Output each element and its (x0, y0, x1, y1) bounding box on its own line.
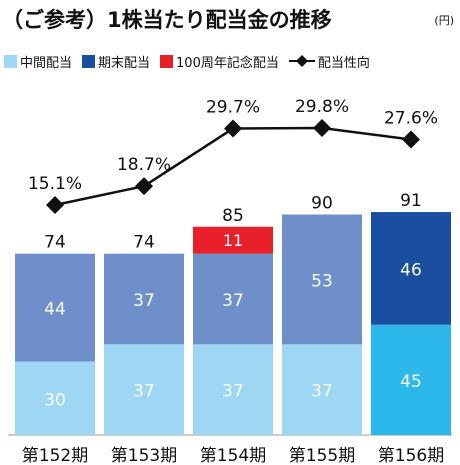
bar-label-year-end: 53 (311, 271, 333, 291)
bar-interim (282, 344, 362, 435)
bar-memorial (193, 226, 273, 254)
payout-ratio-point (402, 130, 420, 149)
bar-label-year-end: 46 (400, 260, 422, 280)
bar-total-label: 74 (44, 233, 66, 253)
bar-year-end (104, 253, 184, 345)
bar-label-year-end: 37 (222, 291, 244, 311)
x-tick-label: 第156期 (378, 446, 444, 465)
payout-ratio-line (54, 126, 412, 207)
bar-label-interim: 37 (311, 382, 333, 402)
bar-interim (104, 344, 184, 435)
legend-label-payout-ratio: 配当性向 (317, 55, 370, 71)
bar-year-end (282, 214, 362, 345)
bar-year-end (15, 253, 95, 362)
payout-ratio-point (46, 196, 64, 214)
unit-label: (円) (434, 14, 454, 27)
x-tick-label: 第155期 (289, 446, 355, 465)
x-tick-label: 第154期 (200, 446, 266, 465)
payout-ratio-point (135, 177, 153, 196)
bar-interim (15, 361, 95, 435)
x-tick-label: 第153期 (111, 446, 177, 465)
legend-label-memorial: 100周年記念配当 (176, 55, 279, 71)
legend-label-year-end: 期末配当 (98, 55, 151, 71)
legend-line-diamond-icon (288, 55, 315, 67)
bar-total-label: 85 (222, 206, 244, 226)
payout-ratio-point (313, 119, 331, 137)
bar-label-year-end: 44 (44, 300, 66, 320)
legend-item-year-end: 期末配当 (82, 52, 150, 71)
legend-swatch-year-end (82, 54, 96, 68)
legend: 中間配当 期末配当 100周年記念配当 配当性向 (4, 52, 380, 71)
legend-item-interim: 中間配当 (4, 52, 72, 71)
bar-interim (193, 344, 273, 435)
payout-ratio-label: 15.1% (28, 174, 82, 194)
bar-label-interim: 37 (222, 382, 244, 402)
bar-label-interim: 37 (133, 382, 155, 402)
bar-total-label: 74 (133, 233, 155, 253)
bar-total-label: 90 (311, 194, 333, 214)
legend-label-interim: 中間配当 (20, 55, 73, 71)
bar-label-year-end: 37 (133, 291, 155, 311)
bar-label-memorial: 11 (223, 231, 243, 250)
payout-ratio-label: 27.6% (384, 109, 438, 129)
legend-swatch-interim (4, 54, 17, 68)
payout-ratio-label: 18.7% (117, 155, 171, 175)
legend-swatch-memorial (160, 54, 174, 68)
chart-title: （ご参考）1株当たり配当金の推移 (2, 8, 332, 32)
payout-ratio-label: 29.7% (206, 98, 260, 118)
bar-interim (371, 324, 451, 435)
bar-total-label: 91 (400, 191, 422, 211)
bar-year-end (371, 212, 451, 325)
bar-label-interim: 45 (400, 372, 422, 392)
bar-year-end (193, 253, 273, 345)
bar-label-interim: 30 (44, 390, 66, 410)
legend-item-memorial: 100周年記念配当 (160, 52, 279, 71)
legend-item-payout-ratio: 配当性向 (288, 52, 370, 71)
x-tick-label: 第152期 (22, 446, 88, 465)
payout-ratio-point (224, 119, 242, 138)
payout-ratio-label: 29.8% (295, 97, 349, 117)
